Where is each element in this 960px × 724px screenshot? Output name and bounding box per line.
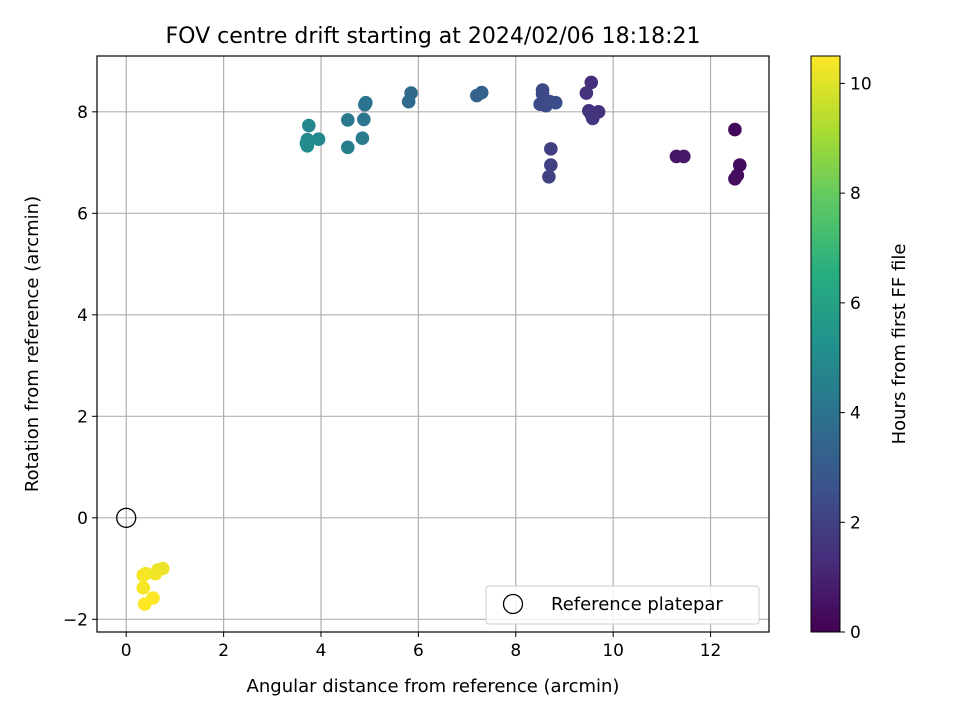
colorbar-tick-label: 8 bbox=[850, 184, 861, 204]
data-point bbox=[340, 113, 355, 127]
x-tick-label: 2 bbox=[218, 641, 229, 661]
data-point bbox=[355, 131, 370, 146]
data-point bbox=[585, 111, 600, 126]
y-tick-label: 6 bbox=[77, 204, 88, 224]
data-point bbox=[728, 122, 742, 137]
reference-point-marker bbox=[116, 507, 137, 528]
y-tick-label: 4 bbox=[77, 306, 88, 326]
chart-title: FOV centre drift starting at 2024/02/06 … bbox=[166, 24, 701, 49]
x-tick-label: 0 bbox=[121, 641, 132, 661]
colorbar-tick-label: 0 bbox=[850, 623, 861, 643]
data-point bbox=[584, 75, 599, 90]
y-tick-label: 2 bbox=[77, 407, 88, 427]
y-tick-label: 0 bbox=[77, 509, 88, 529]
x-axis-label: Angular distance from reference (arcmin) bbox=[247, 676, 620, 697]
data-point bbox=[676, 149, 691, 164]
data-point bbox=[401, 94, 416, 109]
colorbar-gradient bbox=[810, 55, 841, 633]
x-tick-label: 12 bbox=[700, 641, 722, 661]
x-tick-label: 6 bbox=[413, 641, 424, 661]
data-point bbox=[542, 169, 556, 184]
legend-label: Reference platepar bbox=[551, 594, 723, 615]
colorbar-tick-label: 6 bbox=[850, 294, 861, 314]
data-points bbox=[116, 75, 747, 611]
data-point bbox=[300, 139, 315, 153]
data-point bbox=[136, 581, 151, 595]
legend: Reference platepar bbox=[485, 585, 760, 625]
data-point bbox=[544, 158, 558, 172]
colorbar-tick-label: 10 bbox=[850, 74, 872, 94]
data-point bbox=[548, 95, 563, 110]
data-point bbox=[302, 118, 316, 133]
y-axis-label: Rotation from reference (arcmin) bbox=[22, 196, 43, 492]
colorbar: 0 2 4 6 8 10 Hours from first FF file bbox=[810, 55, 910, 643]
data-point bbox=[357, 112, 371, 127]
colorbar-tick-label: 2 bbox=[850, 513, 861, 533]
colorbar-ticks: 0 2 4 6 8 10 bbox=[840, 74, 872, 643]
data-point bbox=[728, 172, 742, 186]
x-tick-label: 10 bbox=[602, 641, 624, 661]
y-tick-label: −2 bbox=[63, 610, 88, 630]
x-tick-label: 8 bbox=[510, 641, 521, 661]
x-tick-label: 4 bbox=[316, 641, 327, 661]
colorbar-label: Hours from first FF file bbox=[889, 244, 910, 445]
data-point bbox=[732, 158, 747, 172]
data-point bbox=[470, 88, 484, 103]
grid-lines bbox=[97, 56, 769, 632]
data-point bbox=[358, 97, 372, 112]
data-point bbox=[544, 142, 558, 156]
axis-ticks: 0 2 4 6 8 10 12 −2 0 2 4 6 8 bbox=[63, 103, 721, 661]
legend-reference-marker bbox=[502, 593, 524, 615]
data-point bbox=[579, 86, 594, 100]
data-point bbox=[340, 140, 355, 155]
legend-box bbox=[485, 585, 760, 625]
y-tick-label: 8 bbox=[77, 103, 88, 123]
data-point bbox=[311, 132, 326, 147]
data-point bbox=[137, 597, 152, 611]
plot-frame bbox=[96, 55, 770, 633]
data-point bbox=[136, 568, 151, 582]
colorbar-tick-label: 4 bbox=[850, 404, 861, 424]
data-point bbox=[148, 566, 163, 581]
